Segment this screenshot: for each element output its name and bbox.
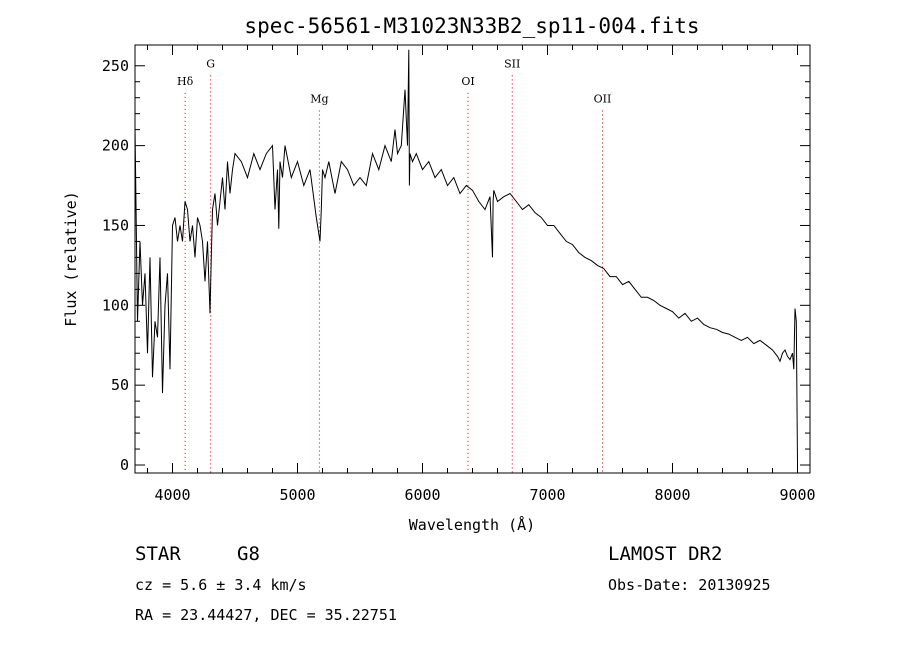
survey-name: LAMOST DR2 xyxy=(608,543,722,565)
spectrum-series-line xyxy=(134,49,798,466)
object-type: STAR xyxy=(135,543,181,565)
spectral-line-label: SII xyxy=(504,57,520,70)
spectral-line-label: G xyxy=(206,57,215,70)
spectral-line-label: OII xyxy=(594,92,612,105)
spectral-line-markers: Hδ G Mg OI SII OII xyxy=(177,57,611,473)
coordinates: RA = 23.44427, DEC = 35.22751 xyxy=(135,606,397,624)
x-tick-label: 9000 xyxy=(779,486,815,504)
y-tick-label: 0 xyxy=(120,456,129,474)
y-axis-label: Flux (relative) xyxy=(62,191,80,326)
x-tick-label: 6000 xyxy=(404,486,440,504)
y-axis-ticks: 0 50 100 150 200 250 xyxy=(102,57,810,474)
object-subclass: G8 xyxy=(237,543,260,565)
y-tick-label: 50 xyxy=(111,376,129,394)
plot-frame xyxy=(134,44,811,474)
obs-date: Obs-Date: 20130925 xyxy=(608,576,771,594)
y-tick-label: 100 xyxy=(102,296,129,314)
x-tick-label: 5000 xyxy=(279,486,315,504)
spectral-line-label: Mg xyxy=(310,92,328,105)
y-tick-label: 150 xyxy=(102,216,129,234)
x-tick-label: 8000 xyxy=(654,486,690,504)
spectral-line-label: OI xyxy=(461,75,474,88)
x-tick-label: 4000 xyxy=(154,486,190,504)
x-axis-ticks: 4000 5000 6000 7000 8000 9000 xyxy=(147,45,816,504)
x-axis-label: Wavelength (Å) xyxy=(409,515,535,534)
x-tick-label: 7000 xyxy=(529,486,565,504)
chart-title: spec-56561-M31023N33B2_sp11-004.fits xyxy=(244,14,699,38)
y-tick-label: 250 xyxy=(102,57,129,75)
y-tick-label: 200 xyxy=(102,137,129,155)
spectral-line-label: Hδ xyxy=(177,75,194,88)
redshift-text: cz = 5.6 ± 3.4 km/s xyxy=(135,576,307,594)
